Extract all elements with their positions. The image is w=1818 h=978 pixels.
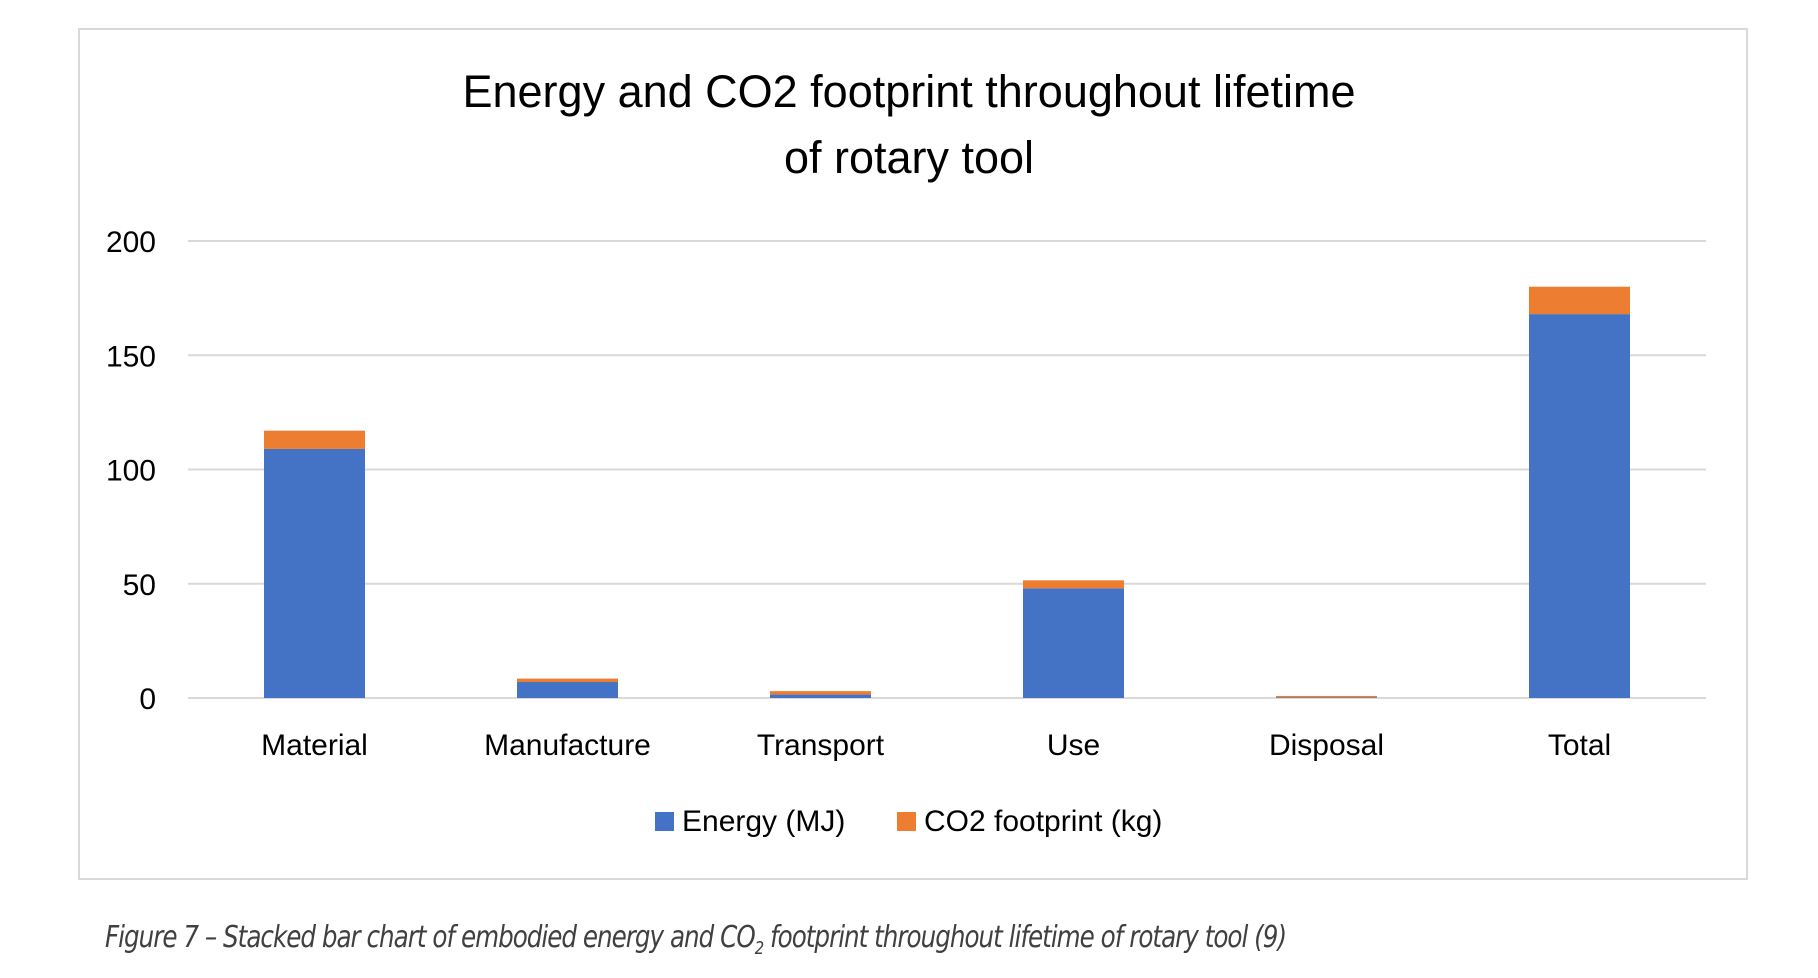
chart-title-line-2: of rotary tool [783,132,1035,183]
legend-label-1: CO2 footprint (kg) [924,805,1162,838]
bar-disposal-series-0 [1276,697,1377,698]
bar-use-series-1 [1023,580,1124,589]
figure-caption: Figure 7 – Stacked bar chart of embodied… [105,920,1287,959]
bar-manufacture-series-0 [517,682,618,698]
x-tick-label-total: Total [1548,729,1611,762]
y-tick-label-50: 50 [123,569,156,602]
x-tick-label-material: Material [261,729,368,762]
x-tick-label-manufacture: Manufacture [484,729,651,762]
bar-disposal-series-1 [1276,695,1377,698]
legend-swatch-1 [897,812,916,831]
x-tick-label-transport: Transport [757,729,885,762]
bar-transport-series-0 [770,694,871,698]
x-tick-label-use: Use [1047,729,1100,762]
bar-use-series-0 [1023,588,1124,698]
y-tick-label-200: 200 [106,226,156,259]
bar-total-series-1 [1529,286,1630,315]
chart-title-line-1: Energy and CO2 footprint throughout life… [462,66,1356,117]
y-tick-label-100: 100 [106,455,156,488]
bar-material-series-1 [264,430,365,449]
y-tick-label-150: 150 [106,340,156,373]
bar-total-series-0 [1529,314,1630,698]
y-tick-label-0: 0 [139,683,156,716]
x-tick-label-disposal: Disposal [1269,729,1384,762]
bar-material-series-0 [264,448,365,698]
legend-label-0: Energy (MJ) [682,805,845,838]
bar-manufacture-series-1 [517,678,618,683]
bar-transport-series-1 [770,691,871,695]
legend-swatch-0 [655,812,674,831]
